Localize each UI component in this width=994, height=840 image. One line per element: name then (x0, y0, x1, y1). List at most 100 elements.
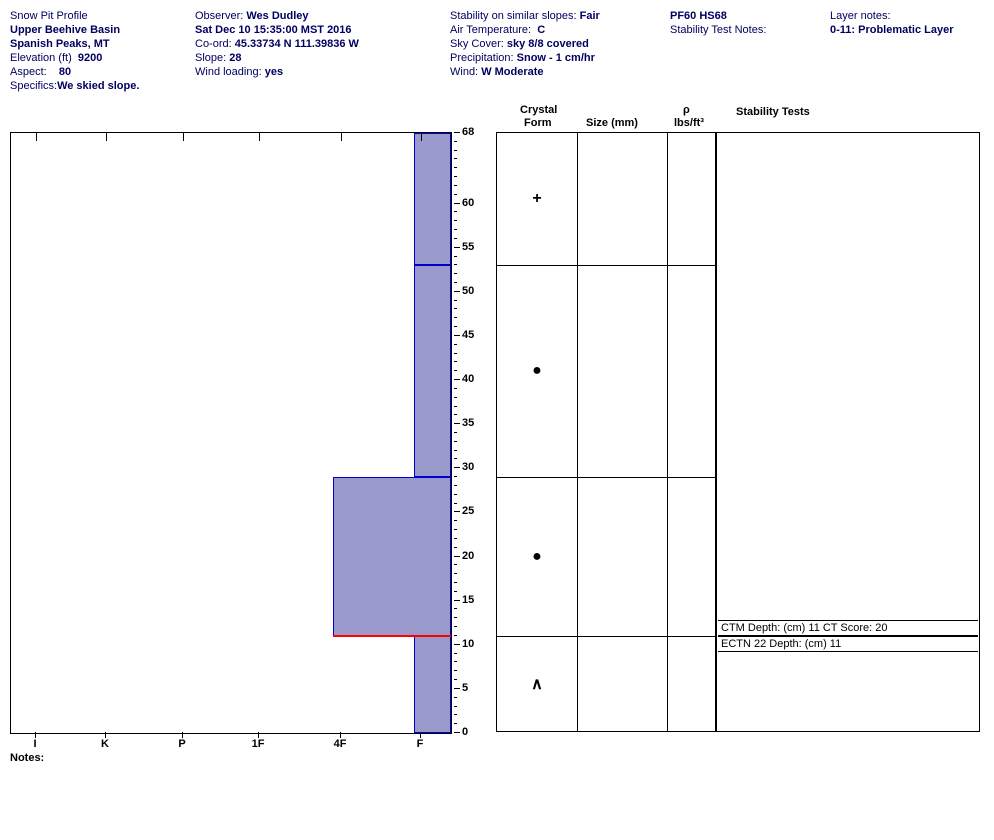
depth-tick (454, 600, 460, 601)
header-col-4: PF60 HS68 Stability Test Notes: (670, 10, 810, 92)
depth-minor-tick (454, 547, 457, 548)
title-label: Snow Pit Profile (10, 10, 88, 22)
depth-minor-tick (454, 706, 457, 707)
coord-label: Co-ord: (195, 38, 232, 50)
depth-minor-tick (454, 679, 457, 680)
size-header: Size (mm) (586, 117, 638, 129)
depth-minor-tick (454, 185, 457, 186)
depth-minor-tick (454, 220, 457, 221)
crystal-header-1: Crystal (520, 104, 557, 116)
skycover-value: sky 8/8 covered (507, 38, 589, 50)
stability-tests-header: Stability Tests (736, 106, 810, 118)
coord-value: 45.33734 N 111.39836 W (235, 38, 359, 50)
depth-minor-tick (454, 653, 457, 654)
chart: Crystal Form Size (mm) ρ lbs/ft³ Stabili… (10, 102, 984, 762)
layer-divider (497, 477, 715, 478)
depth-minor-tick (454, 617, 457, 618)
depth-tick (454, 423, 460, 424)
hardness-panel (10, 132, 452, 734)
stability-label: Stability on similar slopes: (450, 10, 577, 22)
depth-tick (454, 132, 460, 133)
depth-tick (454, 379, 460, 380)
precip-label: Precipitation: (450, 52, 514, 64)
depth-tick (454, 467, 460, 468)
depth-minor-tick (454, 538, 457, 539)
hardness-tick-label: F (417, 738, 424, 750)
depth-tick-label: 35 (462, 417, 474, 429)
depth-minor-tick (454, 458, 457, 459)
datetime: Sat Dec 10 15:35:00 MST 2016 (195, 24, 430, 36)
depth-minor-tick (454, 626, 457, 627)
airtemp-value: C (537, 24, 545, 36)
depth-tick (454, 688, 460, 689)
depth-tick-label: 10 (462, 638, 474, 650)
depth-minor-tick (454, 670, 457, 671)
depth-minor-tick (454, 141, 457, 142)
hardness-top-tick (341, 133, 342, 141)
precip-value: Snow - 1 cm/hr (517, 52, 595, 64)
depth-minor-tick (454, 158, 457, 159)
crystal-form-icon: ● (532, 362, 542, 380)
depth-minor-tick (454, 723, 457, 724)
depth-minor-tick (454, 167, 457, 168)
layer-notes-value: 0-11: Problematic Layer (830, 24, 954, 36)
hardness-top-tick (36, 133, 37, 141)
depth-tick-label: 5 (462, 682, 468, 694)
header-col-2: Observer: Wes Dudley Sat Dec 10 15:35:00… (195, 10, 430, 92)
depth-minor-tick (454, 176, 457, 177)
crystal-data-grid: +●●∧ (496, 132, 716, 732)
hardness-xaxis: IKP1F4FF (10, 732, 450, 752)
depth-minor-tick (454, 282, 457, 283)
depth-tick-label: 68 (462, 126, 474, 138)
hardness-bar-1 (414, 265, 451, 477)
depth-tick (454, 247, 460, 248)
depth-tick (454, 732, 460, 733)
depth-minor-tick (454, 494, 457, 495)
hardness-top-tick (421, 133, 422, 141)
depth-minor-tick (454, 476, 457, 477)
depth-minor-tick (454, 361, 457, 362)
header-col-1: Snow Pit Profile Upper Beehive Basin Spa… (10, 10, 175, 92)
hardness-tick-label: 1F (252, 738, 265, 750)
depth-tick (454, 335, 460, 336)
depth-minor-tick (454, 608, 457, 609)
depth-axis: 05101520253035404550556068 (454, 132, 494, 732)
hardness-tick-label: K (101, 738, 109, 750)
slope-value: 28 (229, 52, 241, 64)
depth-minor-tick (454, 238, 457, 239)
depth-minor-tick (454, 520, 457, 521)
depth-minor-tick (454, 529, 457, 530)
layer-notes-label: Layer notes: (830, 10, 954, 22)
density-header-2: lbs/ft³ (674, 117, 704, 129)
elevation-value: 9200 (78, 52, 102, 64)
depth-tick-label: 45 (462, 329, 474, 341)
depth-minor-tick (454, 591, 457, 592)
depth-minor-tick (454, 697, 457, 698)
hardness-top-tick (106, 133, 107, 141)
hardness-bar-2 (333, 477, 451, 636)
stability-value: Fair (580, 10, 600, 22)
wind-value: W Moderate (481, 66, 543, 78)
depth-tick (454, 556, 460, 557)
depth-minor-tick (454, 582, 457, 583)
depth-tick (454, 203, 460, 204)
depth-tick (454, 644, 460, 645)
hardness-bar-0 (414, 133, 451, 265)
depth-minor-tick (454, 353, 457, 354)
depth-minor-tick (454, 432, 457, 433)
depth-tick (454, 511, 460, 512)
depth-minor-tick (454, 326, 457, 327)
aspect-value: 80 (59, 66, 71, 78)
pf-hs: PF60 HS68 (670, 10, 810, 22)
elevation-label: Elevation (ft) (10, 52, 72, 64)
depth-minor-tick (454, 397, 457, 398)
depth-tick-label: 20 (462, 550, 474, 562)
hardness-tick-label: P (178, 738, 185, 750)
depth-minor-tick (454, 194, 457, 195)
depth-minor-tick (454, 635, 457, 636)
windload-value: yes (265, 66, 283, 78)
depth-minor-tick (454, 661, 457, 662)
depth-tick-label: 15 (462, 594, 474, 606)
depth-minor-tick (454, 300, 457, 301)
depth-minor-tick (454, 211, 457, 212)
